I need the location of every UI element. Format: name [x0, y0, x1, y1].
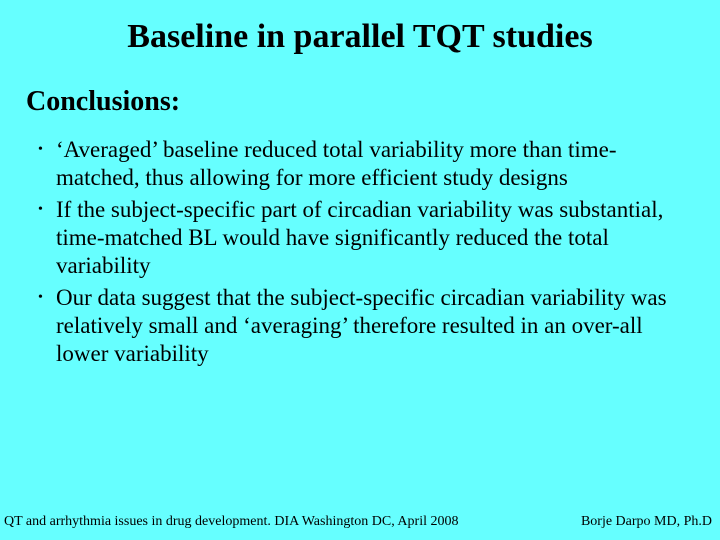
- slide-title: Baseline in parallel TQT studies: [0, 0, 720, 86]
- footer-right: Borje Darpo MD, Ph.D: [581, 514, 712, 530]
- bullet-marker: •: [38, 196, 56, 218]
- bullet-text: Our data suggest that the subject-specif…: [56, 284, 690, 368]
- list-item: • Our data suggest that the subject-spec…: [38, 284, 690, 368]
- bullet-list: • ‘Averaged’ baseline reduced total vari…: [0, 136, 720, 368]
- footer-left: QT and arrhythmia issues in drug develop…: [4, 514, 458, 530]
- bullet-marker: •: [38, 284, 56, 306]
- list-item: • If the subject-specific part of circad…: [38, 196, 690, 280]
- list-item: • ‘Averaged’ baseline reduced total vari…: [38, 136, 690, 192]
- slide-subtitle: Conclusions:: [0, 86, 720, 136]
- bullet-text: If the subject-specific part of circadia…: [56, 196, 690, 280]
- bullet-marker: •: [38, 136, 56, 158]
- slide-footer: QT and arrhythmia issues in drug develop…: [0, 514, 720, 530]
- bullet-text: ‘Averaged’ baseline reduced total variab…: [56, 136, 690, 192]
